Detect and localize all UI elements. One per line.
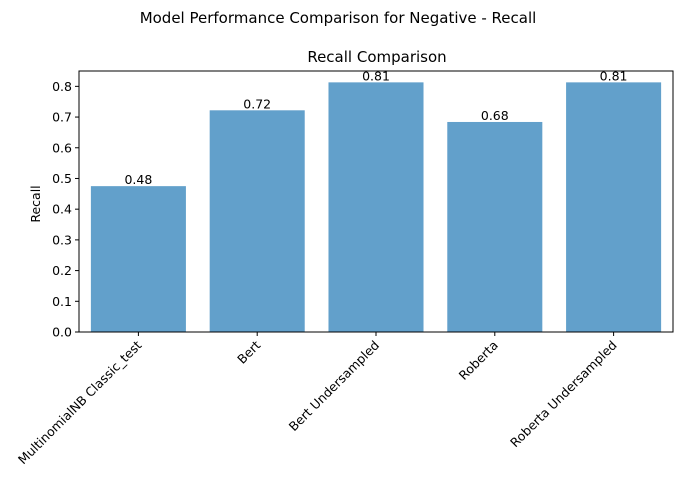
y-tick-label-1: 0.1 <box>52 294 72 309</box>
x-tick-label-2: Bert Undersampled <box>286 338 383 435</box>
x-tick-label-3: Roberta <box>456 338 501 383</box>
y-tick-label-4: 0.4 <box>52 202 72 217</box>
y-axis-label: Recall <box>28 185 43 222</box>
bar-value-label-2: 0.81 <box>362 68 390 83</box>
y-tick-label-5: 0.5 <box>52 171 72 186</box>
figure-suptitle: Model Performance Comparison for Negativ… <box>140 9 537 27</box>
y-tick-label-8: 0.8 <box>52 79 72 94</box>
x-tick-label-0: MultinomialNB Classic_test <box>15 337 145 467</box>
x-tick-label-4: Roberta Undersampled <box>507 338 620 451</box>
bar-value-label-4: 0.81 <box>600 68 628 83</box>
y-tick-label-7: 0.7 <box>52 110 72 125</box>
bars-group: 0.48 0.72 0.81 0.68 0.81 <box>90 68 662 332</box>
bar-3 <box>447 121 543 332</box>
bar-0 <box>90 186 186 332</box>
bar-4 <box>566 82 662 332</box>
chart-title: Recall Comparison <box>307 48 446 66</box>
y-tick-label-2: 0.2 <box>52 263 72 278</box>
bar-1 <box>209 110 305 332</box>
bar-value-label-1: 0.72 <box>243 96 271 111</box>
bar-value-label-3: 0.68 <box>481 108 509 123</box>
y-tick-label-6: 0.6 <box>52 140 72 155</box>
bar-2 <box>328 82 424 332</box>
plot-frame <box>78 70 674 333</box>
y-ticks-group: 0.0 0.1 0.2 0.3 0.4 0.5 0.6 0.7 0.8 <box>52 79 79 340</box>
bar-value-label-0: 0.48 <box>124 172 152 187</box>
y-tick-label-3: 0.3 <box>52 232 72 247</box>
x-tick-label-1: Bert <box>234 337 263 366</box>
y-tick-label-0: 0.0 <box>52 325 72 340</box>
x-ticks-group: MultinomialNB Classic_test Bert Bert Under… <box>15 332 620 467</box>
